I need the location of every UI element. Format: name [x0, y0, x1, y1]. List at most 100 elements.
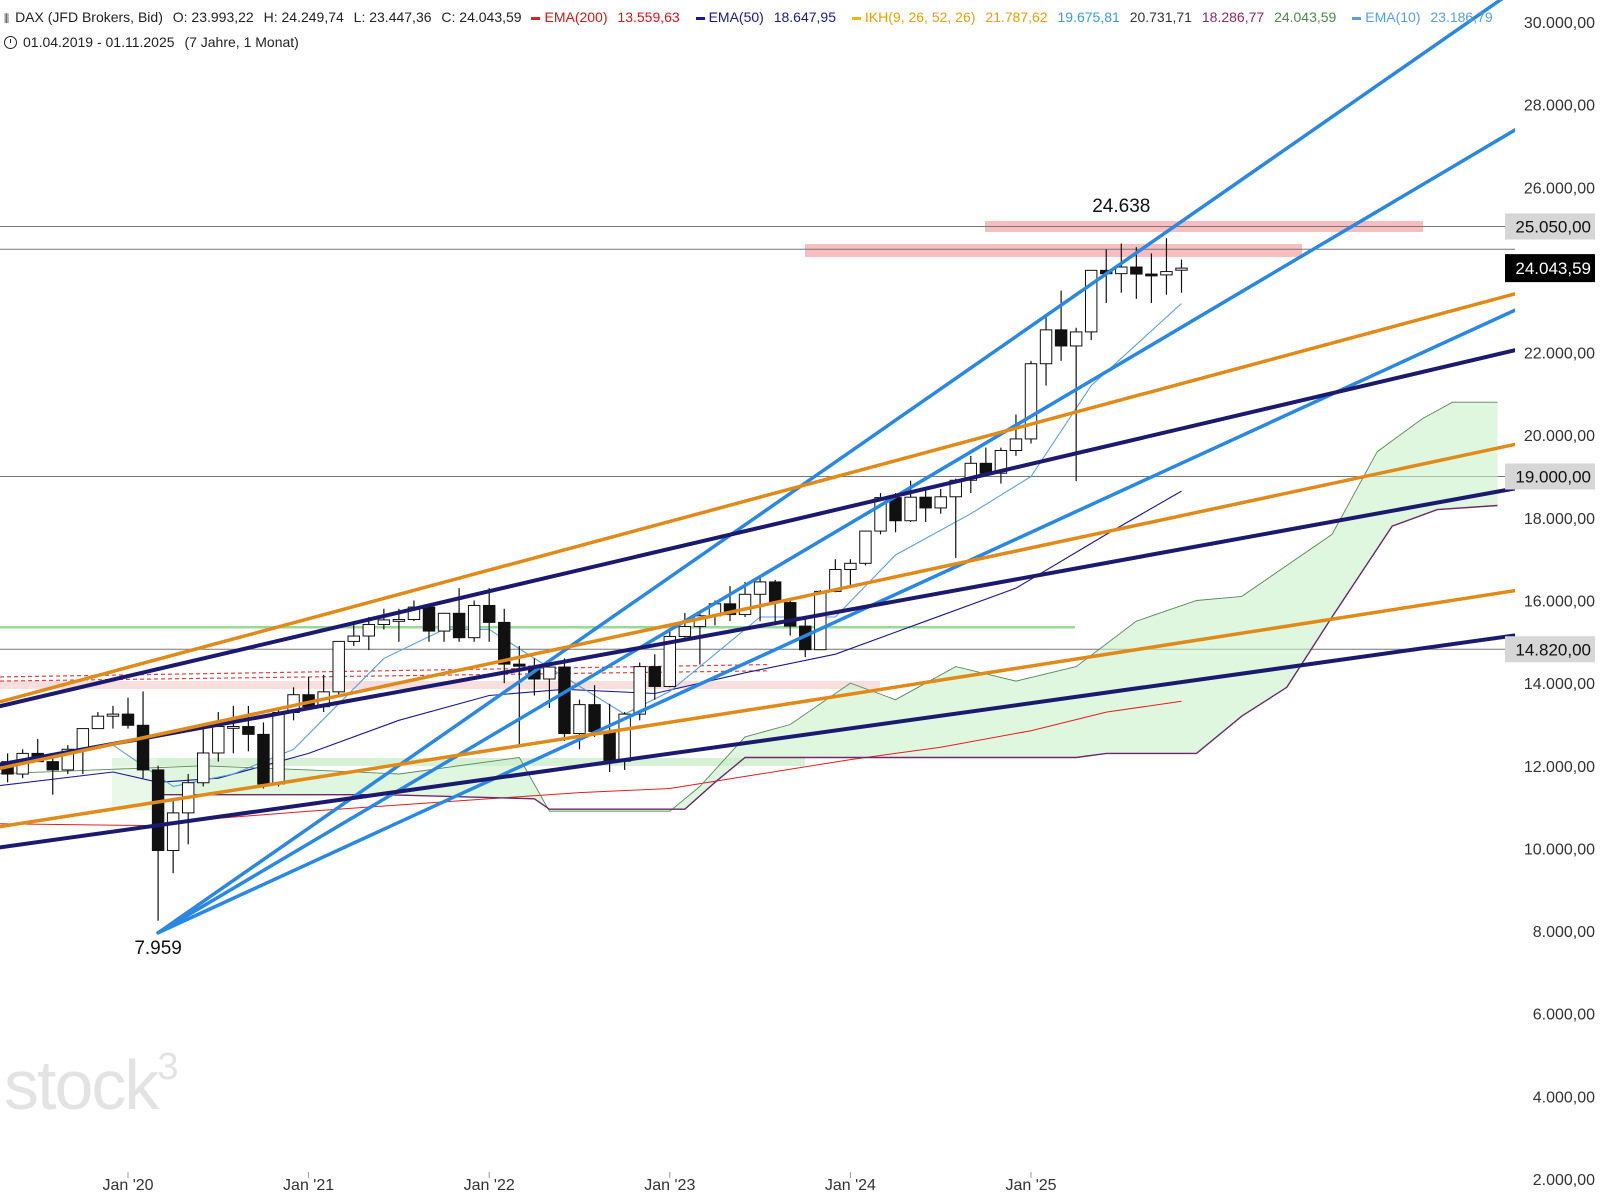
candle[interactable]: [768, 581, 782, 604]
candle[interactable]: [1115, 266, 1128, 275]
candle[interactable]: [904, 496, 917, 522]
navy-channel-1-trendline[interactable]: [0, 340, 1558, 709]
candle[interactable]: [753, 581, 767, 595]
candle[interactable]: [91, 715, 105, 730]
candle[interactable]: [889, 497, 902, 522]
candle[interactable]: [136, 724, 150, 771]
blue-fan-3-trendline[interactable]: [156, 291, 1558, 935]
candle[interactable]: [919, 496, 932, 509]
candle[interactable]: [1084, 269, 1098, 333]
candle[interactable]: [106, 713, 120, 717]
level-tag[interactable]: [1505, 636, 1595, 663]
orange-channel-3-trendline[interactable]: [0, 584, 1558, 829]
candle[interactable]: [573, 704, 586, 735]
level-tag[interactable]: [1505, 463, 1595, 490]
candle[interactable]: [1130, 266, 1143, 275]
blue-fan-1-trendline[interactable]: [156, 0, 1558, 935]
y-tick-label: 30.000,00: [1524, 15, 1595, 32]
candle[interactable]: [467, 604, 481, 639]
ikh-value-3: 20.731,71: [1129, 9, 1192, 25]
candle[interactable]: [934, 496, 947, 509]
ema10-legend[interactable]: EMA(10) 23.186,79: [1352, 9, 1498, 25]
last-price-tag[interactable]: [1505, 254, 1595, 283]
candle[interactable]: [1069, 331, 1083, 347]
candle[interactable]: [663, 635, 677, 687]
clock-icon: [4, 36, 17, 49]
candle[interactable]: [783, 602, 797, 627]
watermark-text: stock: [4, 1046, 159, 1124]
candle[interactable]: [859, 530, 872, 564]
candle[interactable]: [964, 462, 978, 481]
candle[interactable]: [76, 728, 90, 750]
candle[interactable]: [197, 752, 210, 784]
candle[interactable]: [633, 666, 646, 715]
ema200-legend[interactable]: EMA(200) 13.559,63: [531, 9, 685, 25]
candle[interactable]: [543, 666, 556, 680]
candle[interactable]: [212, 726, 225, 754]
candle[interactable]: [437, 612, 451, 632]
candle[interactable]: [377, 619, 391, 625]
candle[interactable]: [994, 450, 1008, 474]
candle[interactable]: [513, 663, 526, 667]
candle[interactable]: [603, 730, 616, 762]
y-tick-label: 6.000,00: [1533, 1007, 1595, 1024]
candle[interactable]: [332, 640, 345, 693]
candle[interactable]: [46, 761, 59, 771]
candle[interactable]: [814, 590, 827, 651]
ohlc-legend: ⫼ DAX (JFD Brokers, Bid) O: 23.993,22 H: …: [4, 9, 1505, 26]
orange-channel-1-trendline[interactable]: [0, 282, 1558, 704]
candle[interactable]: [844, 562, 857, 571]
ema-10-line[interactable]: [0, 303, 1182, 787]
candle[interactable]: [242, 726, 255, 735]
candle[interactable]: [1175, 267, 1188, 271]
candle[interactable]: [151, 769, 165, 851]
candle[interactable]: [227, 726, 240, 729]
candle[interactable]: [678, 626, 692, 637]
candle[interactable]: [257, 733, 270, 785]
green-zone-line: [0, 626, 1075, 629]
ema200-label: EMA(200): [544, 9, 608, 25]
y-tick-label: 14.000,00: [1524, 676, 1595, 693]
candle[interactable]: [452, 612, 466, 639]
candle[interactable]: [422, 606, 436, 632]
ema200-value: 13.559,63: [617, 9, 680, 25]
y-tick-label: 28.000,00: [1524, 98, 1595, 115]
candle[interactable]: [498, 621, 511, 665]
candle[interactable]: [648, 666, 661, 687]
open-value: O: 23.993,22: [172, 9, 254, 25]
blue-fan-2-trendline[interactable]: [156, 105, 1558, 935]
navy-channel-2-trendline[interactable]: [0, 481, 1558, 767]
orange-channel-2-trendline[interactable]: [0, 435, 1558, 771]
level-tag[interactable]: [1505, 213, 1595, 240]
ikh-senkou-a-line[interactable]: [0, 401, 1498, 812]
candle[interactable]: [723, 603, 737, 616]
ikh-senkou-b-line[interactable]: [158, 504, 1498, 810]
candle[interactable]: [61, 748, 75, 771]
candle[interactable]: [392, 619, 406, 622]
candle[interactable]: [1145, 273, 1158, 277]
candle[interactable]: [121, 713, 135, 726]
candle[interactable]: [558, 666, 571, 735]
candle[interactable]: [1009, 438, 1023, 452]
ikh-legend[interactable]: IKH(9, 26, 52, 26) 21.787,62 19.675,81 2…: [851, 9, 1342, 25]
candle[interactable]: [1024, 363, 1038, 440]
x-tick-label: Jan '23: [644, 1177, 695, 1194]
ikh-value-1: 21.787,62: [985, 9, 1048, 25]
candle[interactable]: [1054, 329, 1068, 347]
y-tick-label: 2.000,00: [1533, 1172, 1595, 1189]
candle[interactable]: [482, 604, 496, 623]
ema50-legend[interactable]: EMA(50) 18.647,95: [695, 9, 842, 25]
candle[interactable]: [362, 623, 376, 637]
candlestick-icon: ⫼: [4, 13, 10, 25]
candle[interactable]: [347, 635, 360, 642]
candle[interactable]: [272, 711, 285, 785]
candle[interactable]: [166, 812, 180, 851]
candle[interactable]: [1160, 271, 1173, 276]
navy-channel-3-trendline[interactable]: [0, 629, 1558, 850]
candle[interactable]: [1039, 329, 1053, 365]
candle[interactable]: [588, 704, 601, 732]
candle[interactable]: [738, 593, 752, 616]
green-support-zone-left: [112, 758, 157, 810]
ikh-value-2: 19.675,81: [1057, 9, 1120, 25]
